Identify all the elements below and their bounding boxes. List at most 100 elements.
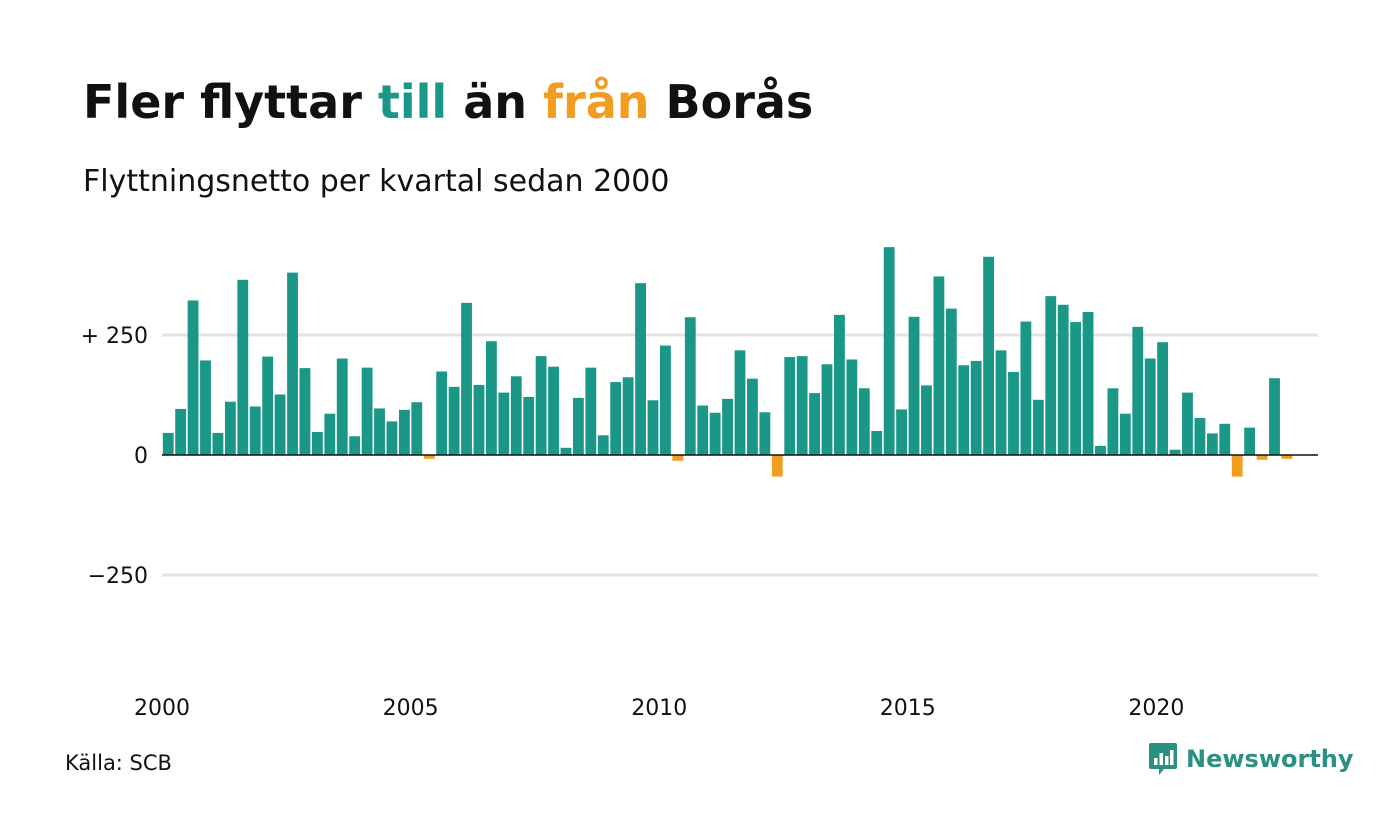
bar bbox=[212, 432, 224, 455]
bar bbox=[672, 455, 684, 461]
newsworthy-logo-icon bbox=[1149, 743, 1177, 775]
y-tick-label: −250 bbox=[88, 564, 148, 589]
bar bbox=[473, 384, 485, 455]
bar bbox=[461, 302, 472, 455]
bar bbox=[995, 350, 1007, 455]
bar bbox=[846, 359, 858, 455]
bar bbox=[287, 272, 298, 455]
bar bbox=[262, 356, 274, 455]
bar bbox=[635, 283, 646, 455]
bar bbox=[1169, 449, 1181, 455]
bar bbox=[237, 279, 249, 455]
bar bbox=[436, 371, 448, 455]
bar bbox=[1157, 342, 1169, 455]
bar bbox=[175, 408, 187, 455]
bars bbox=[162, 247, 1293, 477]
bar bbox=[1082, 311, 1094, 455]
source-note: Källa: SCB bbox=[65, 751, 172, 775]
bar bbox=[585, 367, 597, 455]
bar bbox=[1206, 433, 1218, 455]
bar bbox=[809, 393, 820, 455]
brand-logo: Newsworthy bbox=[1148, 742, 1354, 776]
bar bbox=[883, 247, 895, 455]
y-axis-ticks: + 250 0 −250 bbox=[81, 324, 148, 589]
bar bbox=[945, 308, 957, 455]
chart-title: Fler flyttar till än från Borås bbox=[83, 72, 813, 132]
title-part: till bbox=[377, 75, 448, 129]
bar bbox=[274, 394, 286, 455]
bar bbox=[249, 406, 261, 455]
bar bbox=[535, 356, 547, 455]
bar bbox=[1194, 418, 1206, 455]
bar bbox=[200, 360, 211, 455]
bar bbox=[1020, 321, 1032, 455]
bar bbox=[933, 276, 945, 455]
x-tick-label: 2015 bbox=[880, 696, 936, 721]
bar bbox=[747, 378, 758, 455]
title-part: än bbox=[447, 75, 544, 129]
bar bbox=[759, 412, 771, 455]
bar bbox=[1269, 378, 1280, 455]
bar bbox=[858, 388, 870, 455]
x-tick-label: 2020 bbox=[1128, 696, 1184, 721]
bar bbox=[572, 397, 584, 455]
bar bbox=[821, 364, 833, 455]
bar bbox=[1256, 455, 1268, 460]
bar bbox=[697, 405, 709, 455]
bar bbox=[622, 377, 634, 455]
brand-name: Newsworthy bbox=[1186, 745, 1354, 773]
bar bbox=[1132, 326, 1144, 455]
bar bbox=[1057, 304, 1069, 455]
bar bbox=[299, 368, 311, 455]
bar bbox=[498, 392, 510, 455]
bar bbox=[1281, 455, 1293, 459]
bar bbox=[784, 357, 796, 455]
bar bbox=[398, 409, 410, 455]
bar bbox=[983, 256, 995, 455]
bar bbox=[734, 350, 746, 455]
x-tick-label: 2005 bbox=[383, 696, 439, 721]
bar bbox=[871, 431, 883, 455]
title-part: Borås bbox=[649, 75, 814, 129]
bar bbox=[896, 409, 908, 455]
bar bbox=[684, 317, 696, 455]
x-tick-label: 2000 bbox=[134, 696, 190, 721]
bar bbox=[647, 400, 659, 455]
bar bbox=[1032, 399, 1044, 455]
bar bbox=[1045, 296, 1057, 455]
bar bbox=[1107, 388, 1119, 455]
bar bbox=[311, 431, 323, 455]
bar bbox=[1182, 392, 1193, 455]
bar bbox=[1244, 427, 1256, 455]
chart-subtitle: Flyttningsnetto per kvartal sedan 2000 bbox=[83, 164, 670, 199]
y-tick-label: + 250 bbox=[81, 324, 148, 349]
bar bbox=[908, 316, 920, 455]
y-tick-label: 0 bbox=[134, 444, 148, 469]
bar bbox=[771, 455, 783, 477]
bar bbox=[411, 402, 423, 455]
bar bbox=[1219, 423, 1231, 455]
bar bbox=[523, 396, 535, 455]
bar bbox=[958, 365, 970, 455]
bar bbox=[722, 398, 733, 455]
bar bbox=[610, 382, 622, 455]
bar bbox=[970, 360, 982, 455]
bar bbox=[921, 385, 932, 455]
bar bbox=[324, 413, 336, 455]
bar bbox=[374, 408, 385, 455]
bar bbox=[1119, 413, 1131, 455]
bar bbox=[448, 386, 460, 455]
bar bbox=[796, 356, 808, 455]
bar bbox=[349, 436, 361, 455]
bar bbox=[834, 314, 845, 455]
title-part: Fler flyttar bbox=[83, 75, 378, 129]
bar bbox=[162, 432, 174, 455]
bar bbox=[709, 412, 721, 455]
bar bbox=[1095, 445, 1106, 455]
bar bbox=[1231, 455, 1243, 477]
bar bbox=[548, 366, 559, 455]
bar bbox=[485, 341, 497, 455]
x-tick-label: 2010 bbox=[631, 696, 687, 721]
bar bbox=[187, 300, 199, 455]
